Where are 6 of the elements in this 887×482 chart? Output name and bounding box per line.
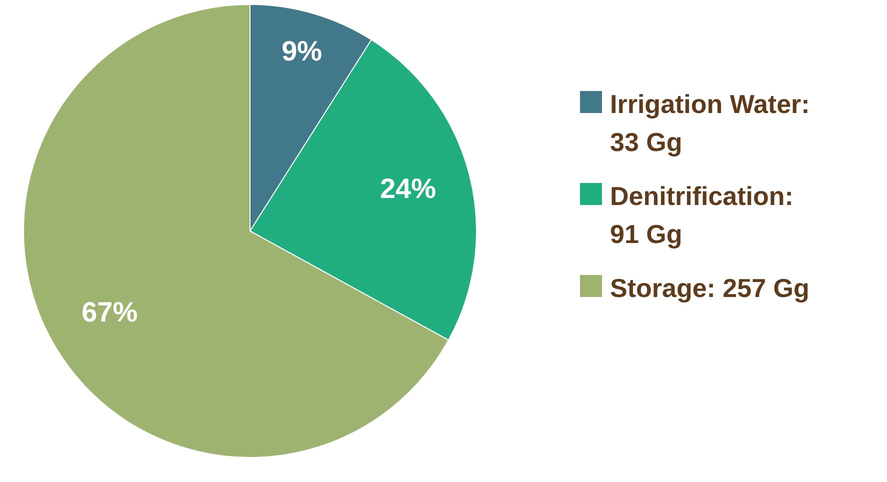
legend-label: Denitrification: 91 Gg [610,180,794,251]
data-label: 9% [282,35,322,66]
data-label: 67% [82,296,138,328]
legend-label: Irrigation Water: 33 Gg [610,88,811,159]
legend-label: Storage: 257 Gg [610,272,810,305]
data-label: 24% [380,173,436,204]
